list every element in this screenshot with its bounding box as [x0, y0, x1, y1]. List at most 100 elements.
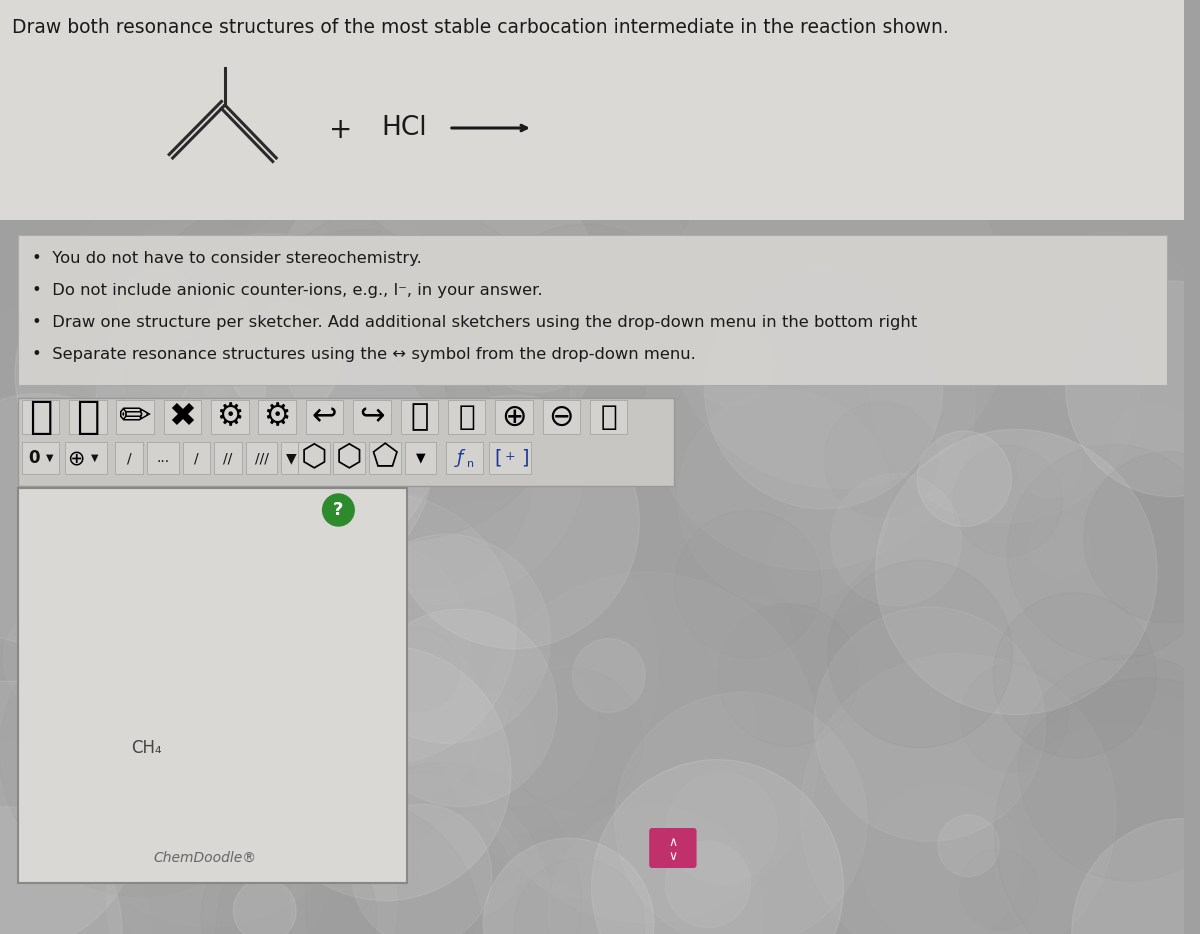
Circle shape [323, 494, 354, 526]
Circle shape [732, 249, 839, 358]
Circle shape [103, 217, 288, 403]
Text: n: n [467, 459, 474, 469]
Circle shape [0, 305, 224, 651]
Circle shape [306, 763, 581, 934]
Circle shape [271, 140, 605, 479]
Circle shape [464, 356, 758, 654]
Text: ⚙: ⚙ [264, 403, 290, 432]
Circle shape [592, 759, 844, 934]
Circle shape [14, 248, 266, 502]
Circle shape [992, 295, 1058, 362]
Circle shape [1072, 818, 1200, 934]
Text: ⬡: ⬡ [300, 444, 328, 473]
Circle shape [233, 879, 296, 934]
Text: ▼: ▼ [415, 451, 425, 464]
Circle shape [0, 737, 133, 931]
Bar [148, 442, 179, 474]
Circle shape [229, 229, 492, 495]
Bar [18, 235, 1168, 385]
Circle shape [116, 486, 294, 665]
Text: ⊖: ⊖ [548, 403, 574, 432]
Bar [22, 400, 59, 434]
Circle shape [202, 828, 377, 934]
Circle shape [637, 880, 719, 934]
Bar [22, 442, 59, 474]
Text: +: + [329, 116, 352, 144]
Circle shape [259, 645, 511, 900]
Bar [163, 400, 202, 434]
Circle shape [647, 236, 976, 570]
Bar [211, 400, 248, 434]
Bar [246, 442, 277, 474]
Circle shape [667, 772, 778, 884]
Circle shape [425, 370, 604, 552]
Circle shape [102, 293, 173, 365]
Circle shape [377, 629, 460, 712]
Circle shape [938, 814, 1000, 877]
Text: /: / [194, 451, 199, 465]
Circle shape [870, 250, 1139, 523]
Text: •  Separate resonance structures using the ↔ symbol from the drop-down menu.: • Separate resonance structures using th… [31, 347, 695, 362]
Text: ⬡: ⬡ [336, 444, 362, 473]
Text: •  Draw one structure per sketcher. Add additional sketchers using the drop-down: • Draw one structure per sketcher. Add a… [31, 315, 917, 330]
Text: ✏: ✏ [119, 398, 151, 436]
Circle shape [676, 510, 821, 658]
Bar [368, 442, 401, 474]
Circle shape [168, 322, 433, 591]
Circle shape [419, 814, 521, 917]
Bar [306, 400, 343, 434]
Circle shape [227, 302, 341, 417]
Circle shape [504, 669, 643, 810]
Circle shape [863, 784, 1021, 934]
Circle shape [474, 224, 696, 449]
Circle shape [0, 608, 283, 897]
Circle shape [250, 493, 516, 764]
Circle shape [431, 264, 625, 462]
Text: 📋: 📋 [458, 403, 475, 431]
Text: ⊕: ⊕ [502, 403, 527, 432]
Text: 0: 0 [28, 449, 40, 467]
Circle shape [0, 393, 163, 644]
Circle shape [1018, 433, 1081, 498]
Bar [401, 400, 438, 434]
Bar [18, 488, 408, 883]
Circle shape [1066, 281, 1200, 497]
Text: HCl: HCl [382, 115, 427, 141]
Bar [281, 442, 301, 474]
Text: ✋: ✋ [29, 398, 52, 436]
Text: ]: ] [521, 448, 528, 468]
Circle shape [1007, 445, 1200, 659]
Bar [590, 400, 628, 434]
Bar [182, 442, 210, 474]
Text: ...: ... [156, 451, 169, 465]
Circle shape [1018, 233, 1200, 417]
Circle shape [289, 303, 586, 604]
Bar [0, 0, 1184, 220]
Circle shape [90, 342, 356, 612]
Circle shape [917, 431, 1012, 527]
Text: ?: ? [334, 501, 343, 519]
Circle shape [572, 639, 646, 713]
Text: ↩: ↩ [312, 403, 337, 432]
Text: ∧: ∧ [668, 837, 678, 850]
Circle shape [1030, 516, 1092, 578]
Bar [116, 400, 154, 434]
Text: •  Do not include anionic counter-ions, e.g., I⁻, in your answer.: • Do not include anionic counter-ions, e… [31, 283, 542, 298]
Bar [65, 442, 107, 474]
Circle shape [36, 342, 266, 575]
Bar [19, 490, 406, 881]
Circle shape [994, 725, 1200, 934]
Circle shape [0, 560, 83, 688]
Circle shape [238, 204, 570, 541]
Text: [: [ [494, 448, 502, 468]
Circle shape [800, 654, 1116, 934]
Circle shape [0, 681, 140, 934]
Circle shape [0, 806, 122, 934]
Bar [214, 442, 241, 474]
Circle shape [665, 137, 1012, 488]
Bar [18, 398, 674, 486]
Text: 🪣: 🪣 [76, 398, 100, 436]
Circle shape [548, 806, 763, 934]
Bar [496, 400, 533, 434]
Text: ▼: ▼ [91, 453, 98, 463]
